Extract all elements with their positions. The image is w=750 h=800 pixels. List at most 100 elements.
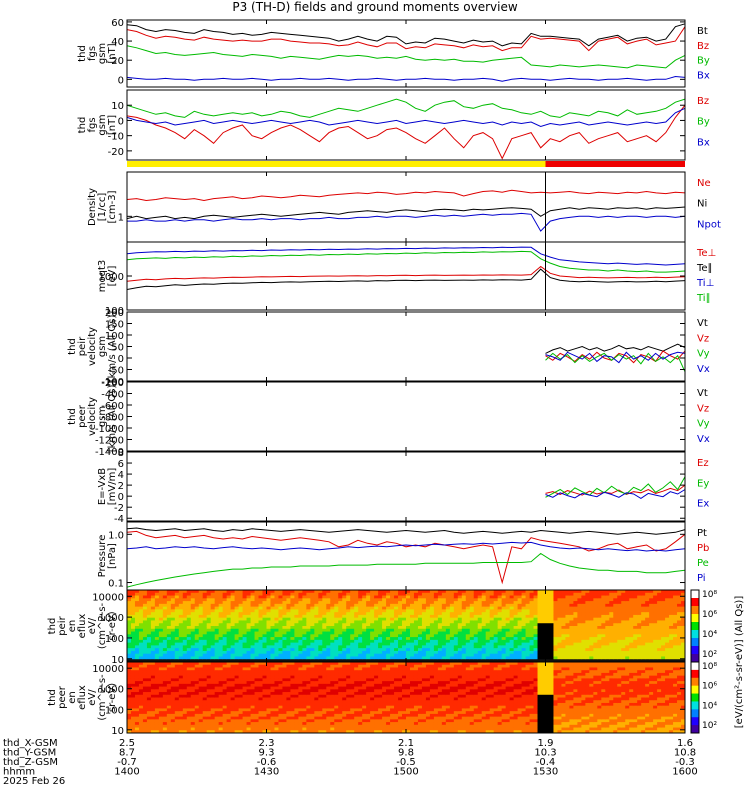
y-tick-label: -1200 <box>95 436 124 447</box>
colorbar-tick: 10⁶ <box>702 682 717 692</box>
y-tick-label: -200 <box>101 378 124 389</box>
legend-bz: Bz <box>697 41 709 52</box>
legend-te-: Te⊥ <box>696 248 716 259</box>
x-row-value: 10.8 <box>674 748 696 759</box>
series-by-line <box>126 98 686 118</box>
legend-vy: Vy <box>697 349 710 360</box>
y-axis-label: [nT] <box>107 115 118 135</box>
y-axis-label: peir <box>77 336 88 356</box>
legend-vt: Vt <box>697 388 708 399</box>
series-te--line <box>126 268 686 290</box>
legend-by: By <box>697 117 710 128</box>
series-pt-line <box>126 527 686 535</box>
y-tick-label: -1400 <box>95 447 124 458</box>
y-axis-label: [nT] <box>107 43 118 63</box>
colorbar-tick: 10⁴ <box>702 701 717 711</box>
x-row-label: hhmm <box>3 767 35 778</box>
y-axis-label: thd <box>67 408 78 425</box>
y-tick-label: -1000 <box>95 424 124 435</box>
series-ex-line <box>545 489 686 499</box>
y-tick-label: 0 <box>118 116 124 127</box>
y-tick-label: 40 <box>111 37 124 48</box>
y-tick-label: 1.0 <box>108 530 124 541</box>
legend-ex: Ex <box>697 499 709 510</box>
series-vx-line <box>545 351 686 364</box>
y-axis-label: gsm <box>97 43 108 64</box>
x-row-value: -0.3 <box>675 757 695 768</box>
series-ey-line <box>545 476 686 498</box>
y-axis-label: gsm <box>97 336 108 357</box>
legend-bx: Bx <box>697 137 710 148</box>
y-tick-label: 6 <box>118 459 124 470</box>
figure-title: P3 (TH-D) fields and ground moments over… <box>232 0 518 14</box>
series-pb-line <box>126 530 686 585</box>
x-row-value: 9.8 <box>398 748 414 759</box>
x-row-value: 1.9 <box>538 738 554 749</box>
panel-6: -1400-1200-1000-800-600-400-200 thd peer ve… <box>67 378 710 458</box>
y-tick-label: -20 <box>108 147 124 158</box>
y-axis-label: fgs <box>87 117 98 132</box>
y-tick-label: -2 <box>114 503 124 514</box>
legend-ti-: Ti∥ <box>696 293 711 304</box>
colorbar-tick: 10² <box>702 650 717 660</box>
panel-frame <box>126 171 686 243</box>
y-axis-label: fgs <box>87 46 98 61</box>
colorbar-2: 10² 10⁴ 10⁶ 10⁸ <box>690 661 717 734</box>
y-axis-label: [nPa] <box>107 543 118 569</box>
y-axis-label: velocity <box>87 397 98 436</box>
x-row-value: -0.7 <box>117 757 137 768</box>
x-row-value: -0.6 <box>257 757 277 768</box>
series-pe-line <box>126 552 686 588</box>
x-row-value: 1600 <box>672 767 697 778</box>
legend-npot: Npot <box>697 219 721 230</box>
legend-ez: Ez <box>697 458 709 469</box>
x-row-value: 1530 <box>533 767 558 778</box>
series-ni-line <box>126 206 686 220</box>
panel-2: -20 -10 0 10 thd fgs gsm [nT] Bz By Bx <box>77 89 710 161</box>
panel-9: 10 100 1000 10000 thd peir en eflux eV/(cm^2-s-s… <box>47 589 686 666</box>
colorbar-tick: 10⁸ <box>702 662 717 672</box>
y-tick-label: 100 <box>105 634 124 645</box>
y-tick-label: 10000 <box>92 592 124 603</box>
y-tick-label: -4 <box>114 514 124 525</box>
series-pi-line <box>126 541 686 552</box>
y-axis-label: [eV] <box>107 266 118 287</box>
y-axis-label: eV/ <box>87 689 98 706</box>
x-row-value: 1400 <box>114 767 139 778</box>
series-ez-line <box>545 484 686 496</box>
legend-bx: Bx <box>697 70 710 81</box>
series-vt-line <box>545 343 686 354</box>
y-tick-label: 100 <box>105 331 124 342</box>
panel-frame <box>126 311 686 382</box>
y-axis-label: thd <box>77 45 88 62</box>
x-row-value: -0.4 <box>536 757 556 768</box>
panel-10: 10 100 1000 10000 thd peer en eflux eV/(cm^2-s-s… <box>47 661 686 737</box>
legend-vx: Vx <box>697 364 710 375</box>
legend-vy: Vy <box>697 419 710 430</box>
legend-vt: Vt <box>697 318 708 329</box>
x-row-value: 1430 <box>254 767 279 778</box>
status-bar-red <box>545 161 685 167</box>
spectrogram-cells <box>127 590 686 663</box>
x-axis-date: 2025 Feb 26 <box>3 776 65 787</box>
series-ne-line <box>126 189 686 202</box>
panel-1: 0 20 40 60 thd fgs gsm [nT] Bt Bz By Bx <box>77 18 710 88</box>
x-row-value: 1.6 <box>677 738 693 749</box>
x-row-label: thd_Z-GSM <box>3 757 58 768</box>
y-axis-label: moqt3 <box>97 260 108 293</box>
y-axis-label: eflux <box>77 685 88 710</box>
y-tick-label: 0 <box>118 492 124 503</box>
legend-ni: Ni <box>697 199 707 210</box>
y-axis-label: Density <box>87 188 98 226</box>
panel-3: 1 Density [1/cc] [cm-3] Ne Ni Npot <box>87 171 721 243</box>
y-tick-label: 20 <box>111 56 124 67</box>
panel-frame <box>126 451 686 522</box>
y-tick-label: 1 <box>118 212 124 223</box>
colorbar-tick: 10² <box>702 721 717 731</box>
series-bt-line <box>126 23 686 47</box>
y-axis-label: sr-eV) <box>107 683 118 712</box>
panel-frame <box>126 89 686 161</box>
